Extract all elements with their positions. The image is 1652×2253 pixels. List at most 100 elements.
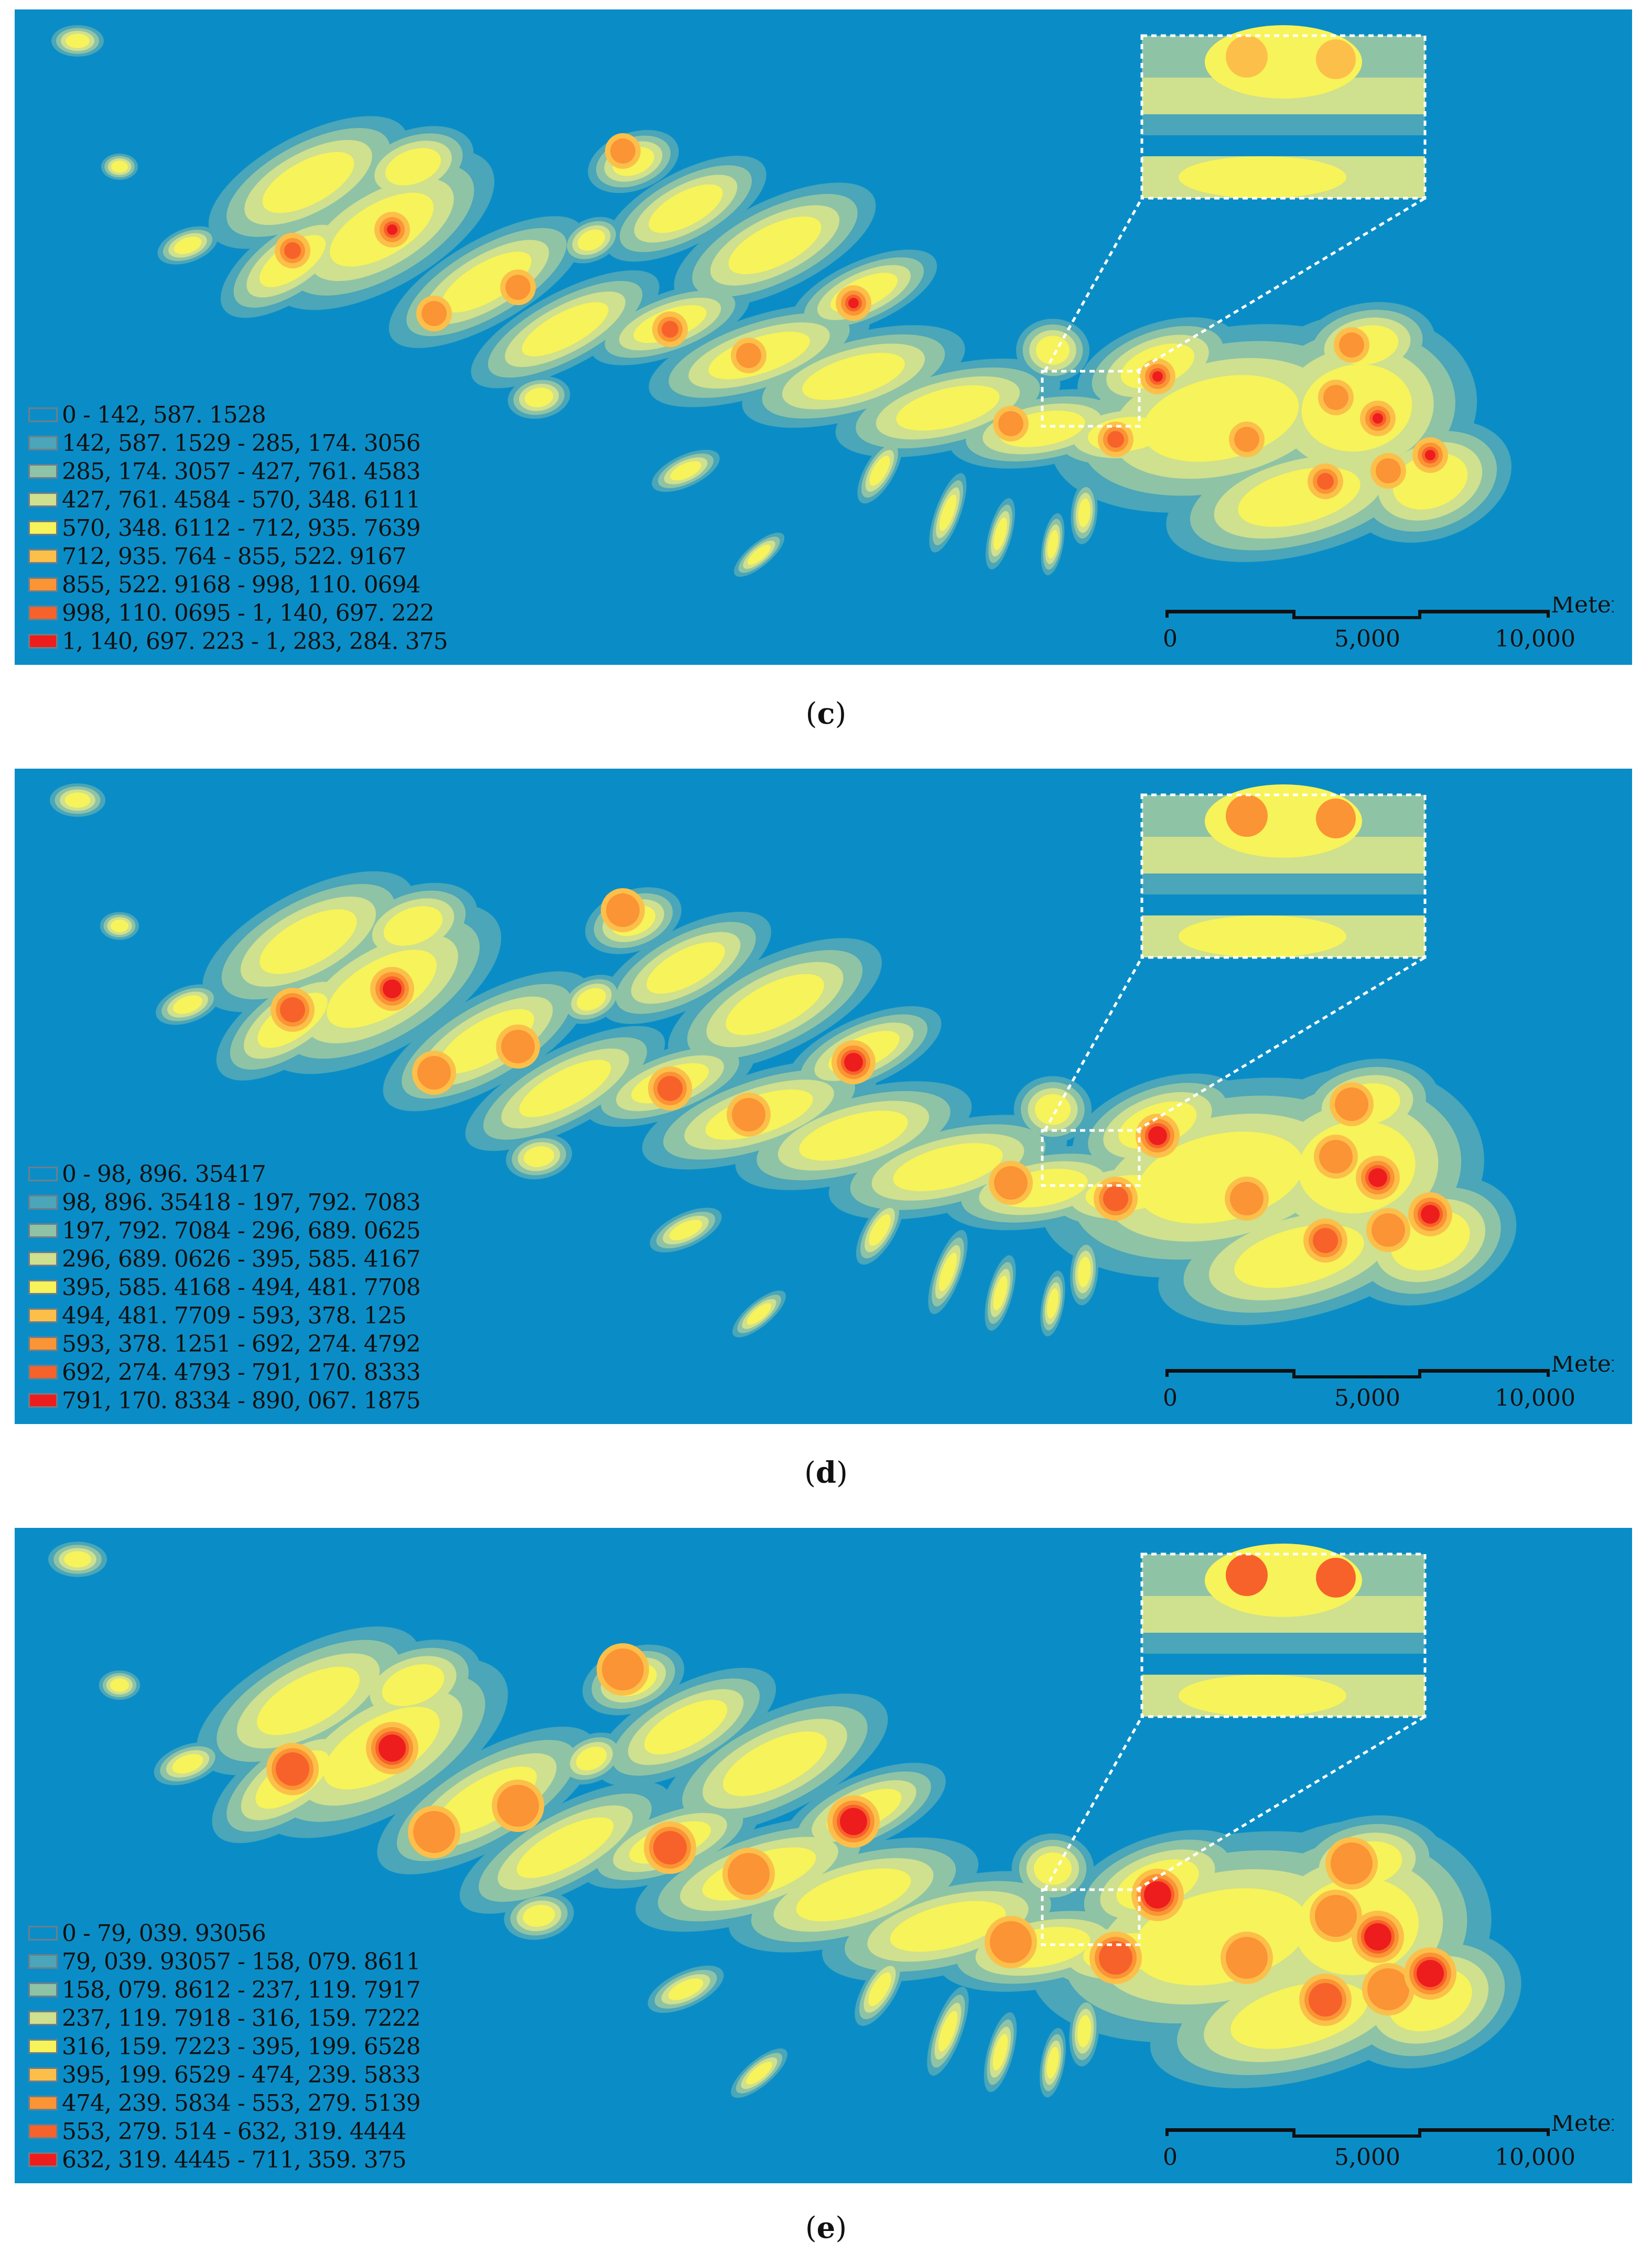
scale-tick-label: 0	[1163, 2144, 1178, 2171]
legend-swatch	[28, 1393, 58, 1408]
scale-tick-label: 0	[1163, 1385, 1178, 1411]
legend-swatch	[28, 2039, 58, 2054]
legend-item: 197, 792. 7084 - 296, 689. 0625	[28, 1216, 421, 1245]
legend-label: 142, 587. 1529 - 285, 174. 3056	[62, 429, 421, 457]
legend-swatch	[28, 1280, 58, 1295]
legend-swatch	[28, 436, 58, 450]
legend-swatch	[28, 521, 58, 535]
legend: 0 - 98, 896. 35417 98, 896. 35418 - 197, …	[28, 1160, 421, 1415]
legend-label: 474, 239. 5834 - 553, 279. 5139	[62, 2089, 421, 2117]
legend-label: 855, 522. 9168 - 998, 110. 0694	[62, 571, 421, 598]
legend-label: 316, 159. 7223 - 395, 199. 6528	[62, 2033, 421, 2060]
legend-swatch	[28, 1195, 58, 1210]
legend-label: 998, 110. 0695 - 1, 140, 697. 222	[62, 599, 435, 627]
density-map-c: 0 - 142, 587. 1528 142, 587. 1529 - 285, …	[15, 9, 1632, 665]
legend-swatch	[28, 2067, 58, 2082]
legend-item: 632, 319. 4445 - 711, 359. 375	[28, 2146, 420, 2174]
legend-label: 395, 585. 4168 - 494, 481. 7708	[62, 1274, 421, 1301]
legend-swatch	[28, 606, 58, 620]
legend-label: 158, 079. 8612 - 237, 119. 7917	[62, 1976, 421, 2003]
scale-bar: 0 5,000 10,000 Meters	[1163, 2115, 1614, 2171]
legend-item: 692, 274. 4793 - 791, 170. 8333	[28, 1358, 421, 1386]
legend-item: 395, 585. 4168 - 494, 481. 7708	[28, 1273, 421, 1301]
legend-item: 0 - 142, 587. 1528	[28, 401, 448, 429]
legend-swatch	[28, 407, 58, 422]
legend-item: 285, 174. 3057 - 427, 761. 4583	[28, 457, 448, 486]
legend-swatch	[28, 1982, 58, 1997]
scale-tick-label: 10,000	[1495, 1385, 1575, 1411]
legend-item: 427, 761. 4584 - 570, 348. 6111	[28, 486, 448, 514]
legend-swatch	[28, 1223, 58, 1238]
legend-swatch	[28, 634, 58, 649]
density-map-d: 0 - 98, 896. 35417 98, 896. 35418 - 197, …	[15, 769, 1632, 1424]
legend: 0 - 79, 039. 93056 79, 039. 93057 - 158, …	[28, 1919, 421, 2174]
scale-tick-label: 10,000	[1495, 2144, 1575, 2171]
panel-caption-d: (d)	[804, 1456, 848, 1490]
legend-label: 197, 792. 7084 - 296, 689. 0625	[62, 1217, 421, 1244]
scale-tick-label: 10,000	[1495, 626, 1575, 652]
scale-unit-label: Meters	[1551, 1356, 1614, 1377]
panel-caption-c: (c)	[805, 696, 847, 731]
legend-item: 0 - 79, 039. 93056	[28, 1919, 420, 1947]
legend-swatch	[28, 492, 58, 507]
legend-item: 570, 348. 6112 - 712, 935. 7639	[28, 514, 448, 542]
legend-label: 0 - 79, 039. 93056	[62, 1920, 266, 1947]
legend-label: 593, 378. 1251 - 692, 274. 4792	[62, 1330, 421, 1357]
legend-swatch	[28, 2011, 58, 2025]
legend-item: 79, 039. 93057 - 158, 079. 8611	[28, 1947, 421, 1976]
legend-item: 553, 279. 514 - 632, 319. 4444	[28, 2117, 420, 2146]
legend-label: 494, 481. 7709 - 593, 378. 125	[62, 1302, 407, 1329]
legend-item: 98, 896. 35418 - 197, 792. 7083	[28, 1188, 421, 1216]
legend-item: 395, 199. 6529 - 474, 239. 5833	[28, 2061, 421, 2089]
legend-label: 632, 319. 4445 - 711, 359. 375	[62, 2146, 407, 2173]
legend-item: 855, 522. 9168 - 998, 110. 0694	[28, 570, 448, 599]
legend-swatch	[28, 549, 58, 564]
scale-tick-label: 5,000	[1334, 626, 1400, 652]
legend-label: 98, 896. 35418 - 197, 792. 7083	[62, 1189, 421, 1216]
scale-tick-label: 0	[1163, 626, 1178, 652]
legend-label: 296, 689. 0626 - 395, 585. 4167	[62, 1245, 421, 1273]
legend-item: 998, 110. 0695 - 1, 140, 697. 222	[28, 599, 448, 627]
legend-item: 1, 140, 697. 223 - 1, 283, 284. 375	[28, 627, 448, 655]
legend-item: 712, 935. 764 - 855, 522. 9167	[28, 542, 448, 570]
legend-label: 427, 761. 4584 - 570, 348. 6111	[62, 486, 421, 513]
legend-item: 494, 481. 7709 - 593, 378. 125	[28, 1301, 420, 1330]
scale-bar: 0 5,000 10,000 Meters	[1163, 597, 1614, 652]
scale-tick-label: 5,000	[1334, 1385, 1400, 1411]
panel-caption-e: (e)	[805, 2211, 847, 2245]
density-map-e: 0 - 79, 039. 93056 79, 039. 93057 - 158, …	[15, 1528, 1632, 2183]
legend-swatch	[28, 1167, 58, 1181]
legend-item: 791, 170. 8334 - 890, 067. 1875	[28, 1386, 421, 1415]
legend-label: 237, 119. 7918 - 316, 159. 7222	[62, 2004, 421, 2032]
legend-label: 0 - 98, 896. 35417	[62, 1160, 266, 1188]
legend-swatch	[28, 1336, 58, 1351]
legend-label: 692, 274. 4793 - 791, 170. 8333	[62, 1359, 421, 1386]
legend-swatch	[28, 464, 58, 479]
legend-label: 285, 174. 3057 - 427, 761. 4583	[62, 458, 421, 485]
legend-item: 296, 689. 0626 - 395, 585. 4167	[28, 1245, 421, 1273]
legend-item: 237, 119. 7918 - 316, 159. 7222	[28, 2004, 421, 2032]
legend-item: 142, 587. 1529 - 285, 174. 3056	[28, 429, 448, 457]
legend-swatch	[28, 1252, 58, 1266]
legend-swatch	[28, 2096, 58, 2110]
legend-item: 474, 239. 5834 - 553, 279. 5139	[28, 2089, 421, 2117]
legend-item: 0 - 98, 896. 35417	[28, 1160, 420, 1188]
scale-unit-label: Meters	[1551, 2115, 1614, 2137]
legend-swatch	[28, 1365, 58, 1379]
legend-label: 395, 199. 6529 - 474, 239. 5833	[62, 2061, 421, 2088]
legend-label: 553, 279. 514 - 632, 319. 4444	[62, 2118, 407, 2145]
legend-item: 158, 079. 8612 - 237, 119. 7917	[28, 1976, 421, 2004]
scale-bar: 0 5,000 10,000 Meters	[1163, 1356, 1614, 1411]
legend-swatch	[28, 2152, 58, 2167]
legend-label: 570, 348. 6112 - 712, 935. 7639	[62, 514, 421, 542]
scale-tick-label: 5,000	[1334, 2144, 1400, 2171]
legend-label: 79, 039. 93057 - 158, 079. 8611	[62, 1948, 421, 1975]
legend-label: 1, 140, 697. 223 - 1, 283, 284. 375	[62, 628, 448, 655]
legend-item: 593, 378. 1251 - 692, 274. 4792	[28, 1330, 421, 1358]
legend-item: 316, 159. 7223 - 395, 199. 6528	[28, 2032, 421, 2061]
legend-swatch	[28, 2124, 58, 2139]
scale-unit-label: Meters	[1551, 597, 1614, 618]
legend-label: 0 - 142, 587. 1528	[62, 401, 266, 428]
density-surface	[15, 9, 1632, 665]
legend-swatch	[28, 1308, 58, 1323]
